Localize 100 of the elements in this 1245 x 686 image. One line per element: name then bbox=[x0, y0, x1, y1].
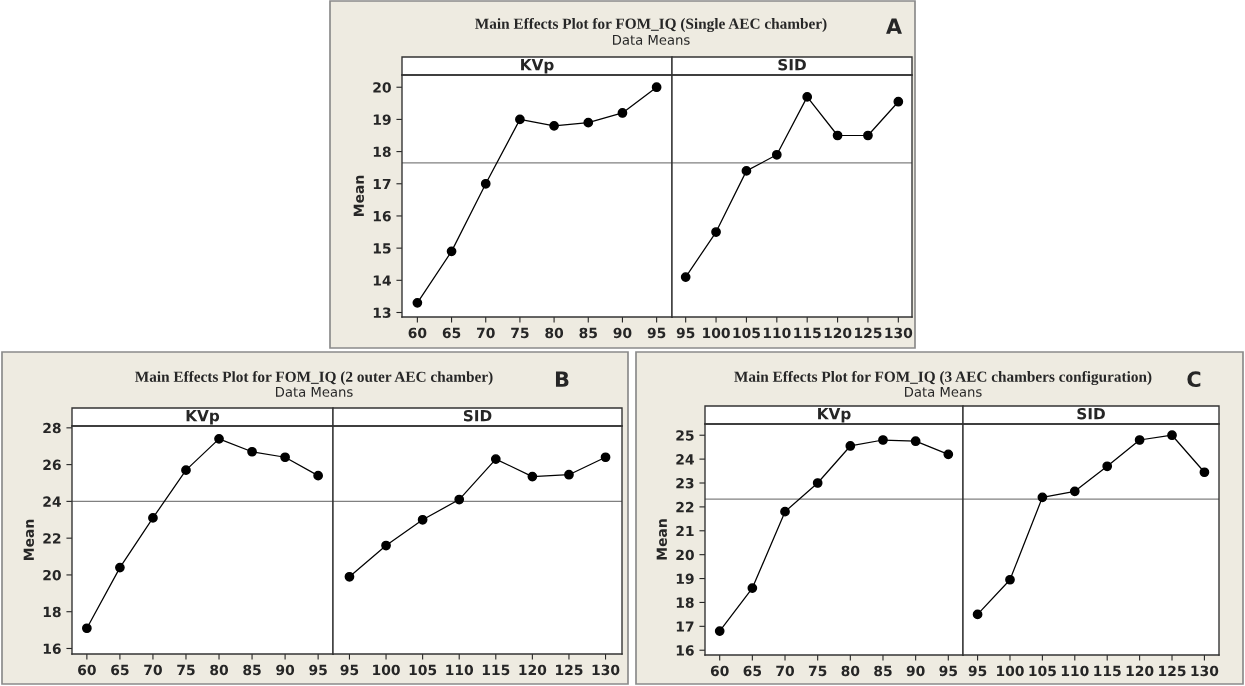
text: Data Means bbox=[276, 387, 353, 397]
point bbox=[1167, 430, 1177, 441]
y-tick-label: 22 bbox=[676, 501, 694, 513]
point bbox=[943, 449, 954, 460]
y-axis-title: Mean bbox=[656, 519, 668, 560]
point bbox=[454, 494, 465, 505]
x-tick-label: 115 bbox=[1094, 665, 1121, 677]
y-tick-label: 16 bbox=[676, 645, 694, 656]
y-tick-label: 17 bbox=[373, 178, 391, 190]
y-tick-label: 15 bbox=[373, 243, 391, 254]
y-tick-label: 18 bbox=[373, 146, 391, 158]
x-tick-label: 80 bbox=[545, 327, 564, 339]
y-axis-title: Mean bbox=[353, 175, 365, 216]
x-tick-label: 90 bbox=[276, 664, 295, 676]
point bbox=[741, 166, 752, 176]
point bbox=[972, 609, 983, 620]
point bbox=[1037, 492, 1048, 503]
text: Main Effects Plot for FOM_IQ (2 outer AEC chamber) bbox=[135, 370, 493, 386]
x-tick-label: 120 bbox=[519, 664, 547, 676]
x-tick-label: 70 bbox=[776, 665, 795, 677]
x-tick-label: 130 bbox=[592, 664, 620, 676]
x-tick-label: 65 bbox=[442, 327, 461, 339]
x-tick-label: 75 bbox=[808, 665, 827, 677]
point bbox=[446, 246, 457, 257]
x-tick-label: 105 bbox=[409, 664, 437, 676]
point bbox=[1069, 486, 1080, 497]
point bbox=[247, 446, 257, 457]
x-tick-label: 95 bbox=[309, 664, 327, 676]
x-tick-label: 95 bbox=[647, 327, 666, 339]
y-tick-label: 16 bbox=[43, 643, 61, 654]
point bbox=[651, 82, 662, 93]
x-tick-label: 85 bbox=[874, 665, 892, 677]
point bbox=[344, 571, 355, 582]
point bbox=[381, 540, 391, 551]
x-tick-label: 105 bbox=[733, 327, 760, 339]
chart-title: KVp bbox=[818, 408, 851, 423]
point bbox=[812, 478, 823, 488]
point bbox=[714, 626, 725, 636]
y-tick-label: 17 bbox=[676, 621, 694, 632]
text: Main Effects Plot for FOM_IQ (Single AEC chamber) bbox=[475, 17, 827, 33]
point bbox=[527, 471, 538, 482]
point bbox=[1102, 461, 1113, 472]
point bbox=[680, 272, 691, 282]
y-tick-label: 19 bbox=[676, 573, 694, 585]
point bbox=[1005, 574, 1015, 585]
x-tick-label: 120 bbox=[824, 327, 852, 339]
x-tick-label: 100 bbox=[997, 665, 1024, 677]
text: A bbox=[886, 18, 902, 34]
x-tick-label: 95 bbox=[968, 665, 987, 677]
x-tick-label: 70 bbox=[144, 664, 162, 676]
point bbox=[214, 434, 224, 444]
y-tick-label: 16 bbox=[373, 210, 391, 222]
x-tick-label: 65 bbox=[743, 665, 762, 677]
y-tick-label: 23 bbox=[676, 477, 694, 489]
point bbox=[845, 441, 856, 451]
point bbox=[802, 92, 813, 102]
text: B bbox=[555, 371, 569, 387]
point bbox=[747, 583, 758, 593]
y-tick-label: 25 bbox=[676, 430, 694, 441]
point bbox=[280, 452, 290, 463]
point bbox=[148, 513, 158, 523]
y-tick-label: 21 bbox=[676, 525, 694, 537]
x-tick-label: 60 bbox=[408, 327, 427, 339]
point bbox=[181, 465, 191, 475]
x-tick-label: 85 bbox=[243, 664, 261, 676]
y-tick-label: 14 bbox=[373, 275, 391, 286]
x-tick-label: 125 bbox=[556, 664, 583, 676]
point bbox=[564, 469, 574, 480]
y-tick-label: 26 bbox=[43, 459, 61, 471]
x-tick-label: 75 bbox=[177, 664, 195, 676]
point bbox=[313, 470, 323, 481]
point bbox=[893, 96, 904, 107]
x-tick-label: 130 bbox=[885, 327, 913, 339]
point bbox=[480, 178, 491, 189]
text: Data Means bbox=[905, 387, 982, 397]
x-tick-label: 95 bbox=[939, 665, 957, 677]
point bbox=[711, 227, 721, 237]
y-tick-label: 20 bbox=[373, 82, 391, 93]
point bbox=[617, 108, 628, 118]
x-tick-label: 100 bbox=[373, 664, 400, 676]
point bbox=[412, 297, 423, 308]
y-tick-label: 24 bbox=[676, 454, 694, 465]
x-tick-label: 120 bbox=[1126, 665, 1154, 677]
point bbox=[490, 454, 501, 464]
y-axis-title: Mean bbox=[23, 519, 35, 560]
point bbox=[780, 506, 790, 517]
x-tick-label: 70 bbox=[477, 327, 495, 339]
y-tick-label: 20 bbox=[676, 549, 694, 561]
chart-title: KVp bbox=[521, 59, 554, 74]
point bbox=[600, 452, 611, 463]
x-tick-label: 105 bbox=[1029, 665, 1056, 677]
point bbox=[910, 436, 921, 447]
x-tick-label: 110 bbox=[763, 327, 791, 339]
x-tick-label: 115 bbox=[794, 327, 821, 339]
x-tick-label: 90 bbox=[906, 665, 925, 677]
point bbox=[515, 114, 525, 125]
chart-title: SID bbox=[778, 58, 806, 71]
chart-title: SID bbox=[463, 409, 492, 422]
point bbox=[863, 130, 873, 141]
x-tick-label: 125 bbox=[855, 327, 882, 339]
